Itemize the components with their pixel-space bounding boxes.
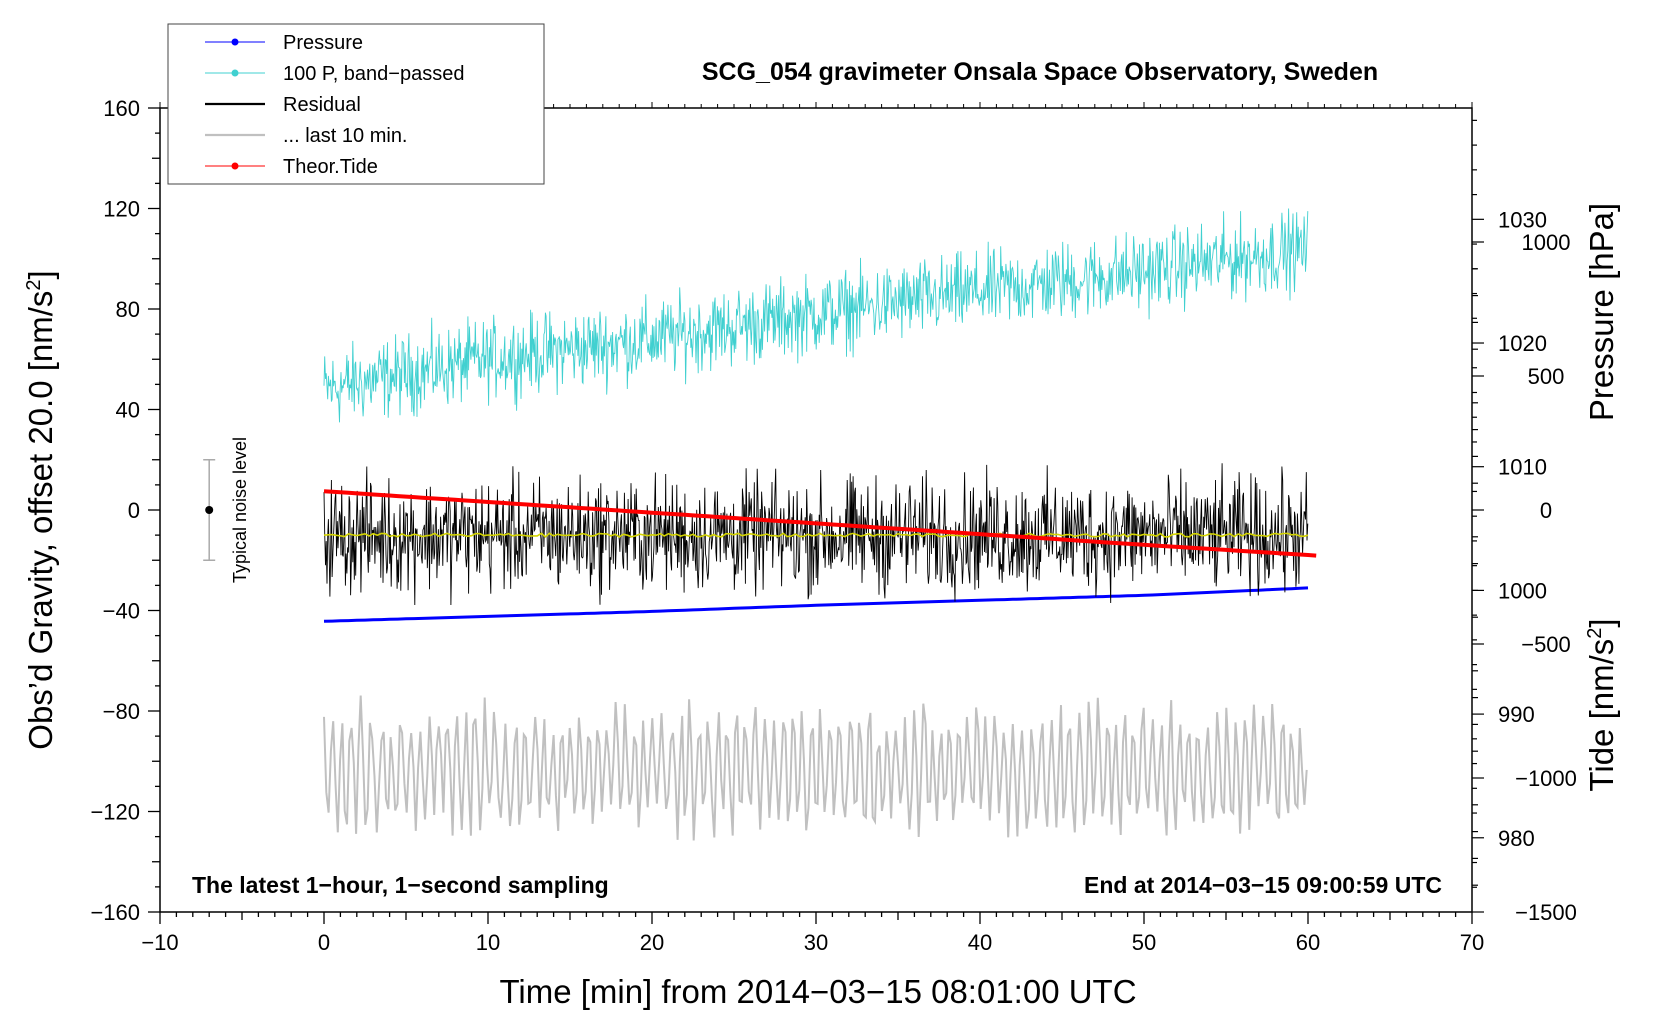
- pressure-tick-label: 1030: [1498, 207, 1547, 232]
- series-layer: [323, 208, 1317, 841]
- tide-tick-label: 1000: [1522, 230, 1571, 255]
- x-tick-label: 20: [640, 930, 664, 955]
- y-tick-label: −40: [103, 599, 140, 624]
- x-tick-label: 60: [1296, 930, 1320, 955]
- y-axis-label-tide: Tide [nm/s2]: [1583, 618, 1620, 791]
- y-tick-label: −160: [90, 900, 140, 925]
- tide-tick-label: −500: [1521, 632, 1571, 657]
- pressure-tick-label: 990: [1498, 702, 1535, 727]
- y-tick-label: −80: [103, 699, 140, 724]
- legend-label: Theor.Tide: [283, 156, 378, 178]
- legend-marker: [231, 162, 239, 170]
- x-tick-label: 40: [968, 930, 992, 955]
- legend-label: Residual: [283, 94, 361, 116]
- x-tick-label: 10: [476, 930, 500, 955]
- tide-tick-label: 500: [1528, 364, 1565, 389]
- pressure-tick-label: 1010: [1498, 455, 1547, 480]
- y-tick-label: 40: [116, 398, 140, 423]
- ticks-layer: −10 0 10 20 30 40 50 60 70−160−120−80−4004080120…: [90, 96, 1576, 955]
- x-tick-label: 70: [1460, 930, 1484, 955]
- annotation-sampling: The latest 1−hour, 1−second sampling: [192, 872, 609, 898]
- y-tick-label: −120: [90, 800, 140, 825]
- legend-marker: [231, 38, 239, 46]
- residual-smoothed-series: [323, 532, 1309, 538]
- x-tick-label: −10: [141, 930, 178, 955]
- annotation-end-time: End at 2014−03−15 09:00:59 UTC: [1084, 872, 1442, 898]
- legend-marker: [231, 69, 239, 77]
- y-tick-label: 120: [103, 197, 140, 222]
- legend-label: 100 P, band−passed: [283, 63, 464, 85]
- theoretical-tide-series: [323, 489, 1317, 558]
- last-10-min-series: [323, 695, 1308, 841]
- x-tick-label: 30: [804, 930, 828, 955]
- band-passed-pressure-series: [323, 208, 1309, 423]
- x-axis-label: Time [min] from 2014−03−15 08:01:00 UTC: [499, 973, 1136, 1010]
- pressure-tick-label: 1020: [1498, 331, 1547, 356]
- noise-level-marker: [203, 459, 216, 561]
- pressure-tick-label: 980: [1498, 826, 1535, 851]
- legend-items: Pressure 100 P, band−passed Residual ... la…: [205, 32, 464, 178]
- y-tick-label: 80: [116, 297, 140, 322]
- tide-tick-label: −1000: [1515, 766, 1577, 791]
- pressure-tick-label: 1000: [1498, 578, 1547, 603]
- chart-title: SCG_054 gravimeter Onsala Space Observat…: [702, 58, 1378, 86]
- y-axis-label-pressure: Pressure [hPa]: [1583, 203, 1620, 421]
- y-tick-label: 0: [128, 498, 140, 523]
- tide-tick-label: 0: [1540, 498, 1552, 523]
- y-axis-label-left: Obs’d Gravity, offset 20.0 [nm/s2]: [22, 270, 59, 749]
- tide-tick-label: −1500: [1515, 900, 1577, 925]
- legend: Pressure 100 P, band−passed Residual ... la…: [167, 23, 545, 185]
- x-tick-label: 0: [318, 930, 330, 955]
- noise-level-label: Typical noise level: [230, 437, 250, 583]
- x-tick-label: 50: [1132, 930, 1156, 955]
- legend-label: Pressure: [283, 32, 363, 54]
- pressure-series: [323, 586, 1309, 623]
- y-tick-label: 160: [103, 96, 140, 121]
- legend-label: ... last 10 min.: [283, 125, 408, 147]
- residual-series: [323, 463, 1309, 606]
- noise-bar-dot: [205, 506, 214, 514]
